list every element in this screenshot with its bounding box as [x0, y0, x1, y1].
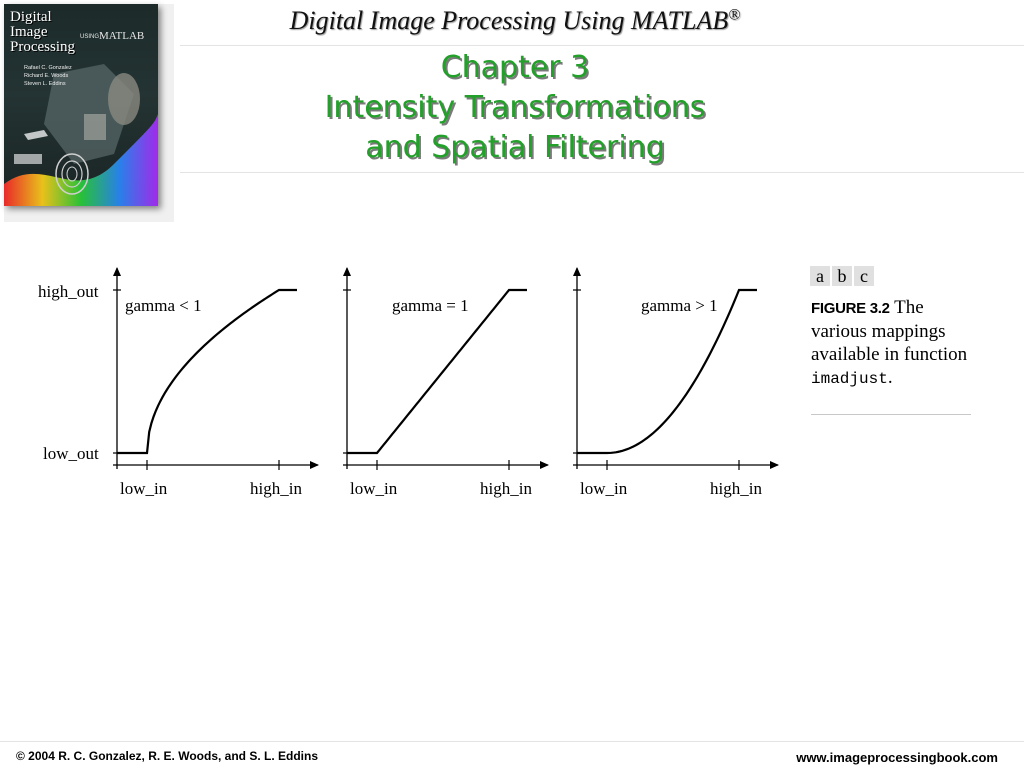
book-cover-image: Digital Image Processing USING MATLAB Ra… — [4, 4, 158, 206]
panel-letter-c: c — [854, 266, 874, 286]
cover-authors: Rafael C. Gonzalez Richard E. Woods Stev… — [24, 64, 72, 88]
cover-title: Digital Image Processing — [10, 10, 75, 55]
panel-letters: a b c — [810, 266, 874, 286]
chapter-title: Chapter 3 Intensity Transformations and … — [180, 48, 850, 168]
mapping-curve — [577, 288, 757, 455]
figure-caption: FIGURE 3.2 The various mappings availabl… — [811, 296, 981, 391]
cover-author: Steven L. Eddins — [24, 81, 66, 87]
cover-frame-bottom — [4, 206, 174, 222]
mapping-curve — [347, 288, 527, 455]
panel-letter-b: b — [832, 266, 852, 286]
mapping-curve — [117, 288, 297, 455]
x-label-low-in: low_in — [350, 479, 398, 498]
footer-divider — [0, 741, 1024, 742]
cover-matlab: MATLAB — [99, 30, 145, 42]
caption-text: The various mappings available in functi… — [811, 297, 968, 365]
caption-end: . — [887, 367, 893, 388]
panels-group: low_in high_in gamma < 1 low_in high_in gamma… — [113, 267, 779, 498]
chapter-title-line: and Spatial Filtering — [365, 130, 665, 165]
registered-mark: ® — [728, 6, 741, 24]
panel-letter-a: a — [810, 266, 830, 286]
footer-website: www.imageprocessingbook.com — [796, 750, 998, 765]
x-label-high-in: high_in — [480, 479, 532, 498]
caption-rule — [811, 414, 971, 415]
footer-copyright: © 2004 R. C. Gonzalez, R. E. Woods, and … — [16, 749, 319, 763]
cover-title-line: Image — [10, 24, 48, 40]
book-title-text: Digital Image Processing Using MATLAB — [289, 6, 729, 35]
figure-label: FIGURE 3.2 — [811, 300, 890, 317]
cover-using: USING — [80, 34, 100, 40]
gamma-label: gamma > 1 — [641, 296, 718, 315]
header-divider — [180, 45, 1024, 46]
x-label-high-in: high_in — [250, 479, 302, 498]
gamma-label: gamma = 1 — [392, 296, 469, 315]
cover-author: Rafael C. Gonzalez — [24, 65, 72, 71]
caption-code: imadjust — [811, 370, 888, 388]
x-label-high-in: high_in — [710, 479, 762, 498]
chapter-title-line: Intensity Transformations — [324, 90, 706, 125]
x-label-low-in: low_in — [580, 479, 628, 498]
y-label-low-out: low_out — [43, 444, 99, 463]
cover-frame — [158, 4, 174, 222]
cover-author: Richard E. Woods — [24, 73, 69, 79]
chapter-number: Chapter 3 — [440, 50, 590, 85]
cover-title-line: Processing — [10, 39, 75, 55]
x-label-low-in: low_in — [120, 479, 168, 498]
y-label-high-out: high_out — [38, 282, 99, 301]
header-divider — [180, 172, 1024, 173]
book-title: Digital Image Processing Using MATLAB® — [180, 6, 850, 36]
gamma-label: gamma < 1 — [125, 296, 202, 315]
cover-title-line: Digital — [10, 9, 52, 25]
cover-artwork — [4, 64, 158, 206]
